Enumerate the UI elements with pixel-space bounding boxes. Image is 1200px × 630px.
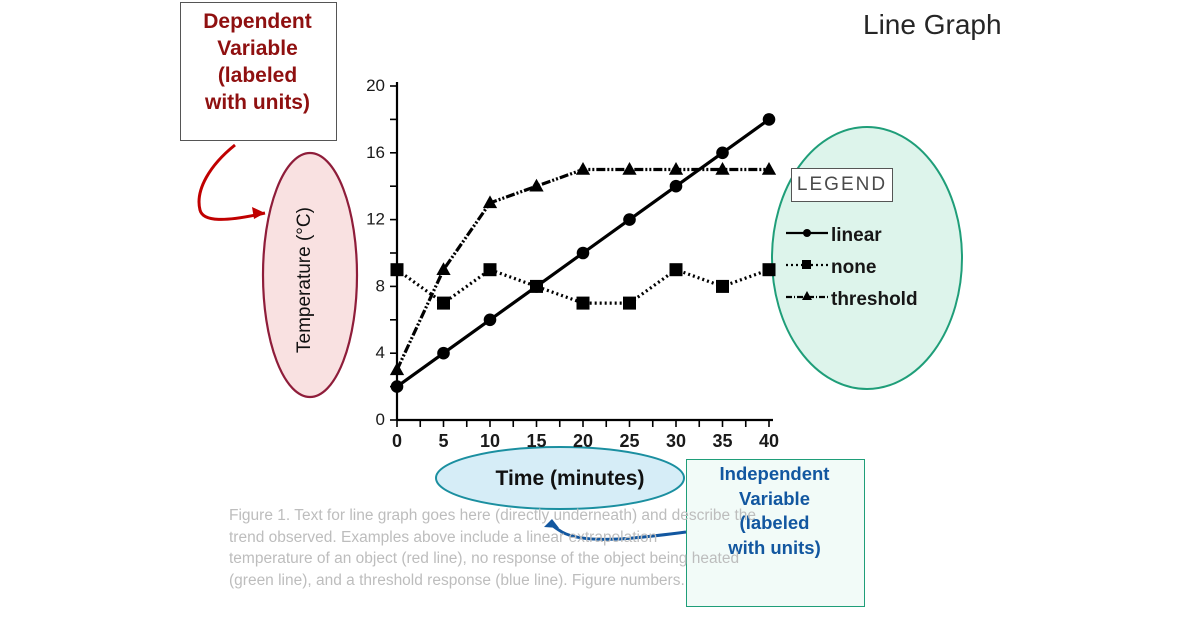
svg-text:10: 10 <box>480 431 500 451</box>
svg-text:5: 5 <box>438 431 448 451</box>
svg-text:4: 4 <box>376 343 385 362</box>
svg-text:25: 25 <box>619 431 639 451</box>
svg-text:16: 16 <box>366 143 385 162</box>
svg-text:0: 0 <box>376 410 385 429</box>
svg-text:20: 20 <box>366 76 385 95</box>
svg-text:0: 0 <box>392 431 402 451</box>
svg-text:8: 8 <box>376 276 385 295</box>
svg-text:12: 12 <box>366 210 385 229</box>
svg-text:20: 20 <box>573 431 593 451</box>
svg-text:35: 35 <box>712 431 732 451</box>
svg-text:15: 15 <box>526 431 546 451</box>
svg-text:30: 30 <box>666 431 686 451</box>
svg-text:40: 40 <box>759 431 779 451</box>
